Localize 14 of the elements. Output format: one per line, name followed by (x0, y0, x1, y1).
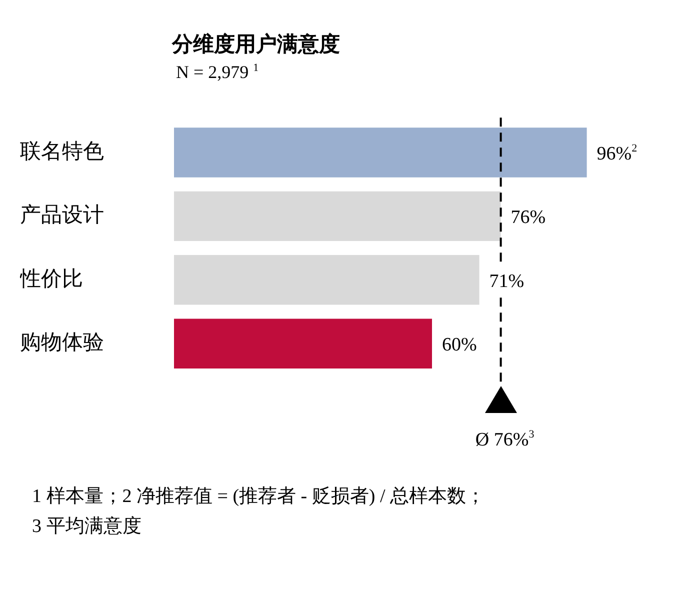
text: 1 样本量；2 净推荐值 = (推荐者 - 贬损者) / 总样本数； (32, 485, 485, 509)
y-tick-label: 产品设计 (20, 202, 104, 227)
y-tick-label: 购物体验 (20, 330, 104, 354)
bar (174, 255, 480, 305)
chart-title: 分维度用户满意度 (172, 31, 340, 58)
chart-subtitle: N = 2,979 $^{1}$ (176, 62, 259, 83)
bar (174, 318, 432, 368)
data-label: 60% (442, 334, 477, 356)
y-tick-label: 联名特色 (20, 138, 104, 163)
bar (174, 191, 501, 242)
text: 3 平均满意度 (32, 515, 142, 539)
data-label: 76% (510, 207, 546, 228)
data-label: 71% (489, 270, 524, 292)
bar (174, 128, 587, 178)
